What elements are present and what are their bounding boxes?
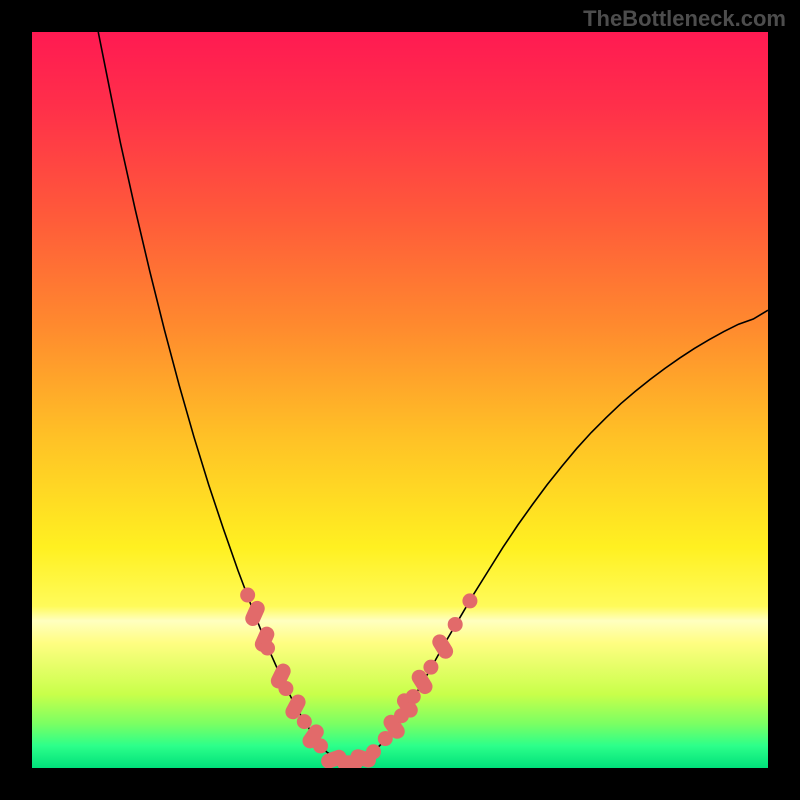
marker-lozenge bbox=[243, 599, 267, 629]
marker-dot bbox=[366, 744, 381, 759]
chart-canvas: TheBottleneck.com bbox=[0, 0, 800, 800]
plot-area bbox=[32, 32, 768, 768]
marker-dot bbox=[423, 660, 438, 675]
watermark-text: TheBottleneck.com bbox=[583, 6, 786, 32]
marker-dot bbox=[278, 681, 293, 696]
marker-dot bbox=[240, 588, 255, 603]
chart-overlay bbox=[32, 32, 768, 768]
marker-dot bbox=[462, 593, 477, 608]
marker-dot bbox=[313, 738, 328, 753]
bottleneck-curve bbox=[98, 32, 768, 762]
marker-dot bbox=[260, 641, 275, 656]
marker-lozenge bbox=[429, 632, 455, 662]
marker-dot bbox=[448, 617, 463, 632]
marker-dot bbox=[406, 689, 421, 704]
marker-dot bbox=[297, 714, 312, 729]
